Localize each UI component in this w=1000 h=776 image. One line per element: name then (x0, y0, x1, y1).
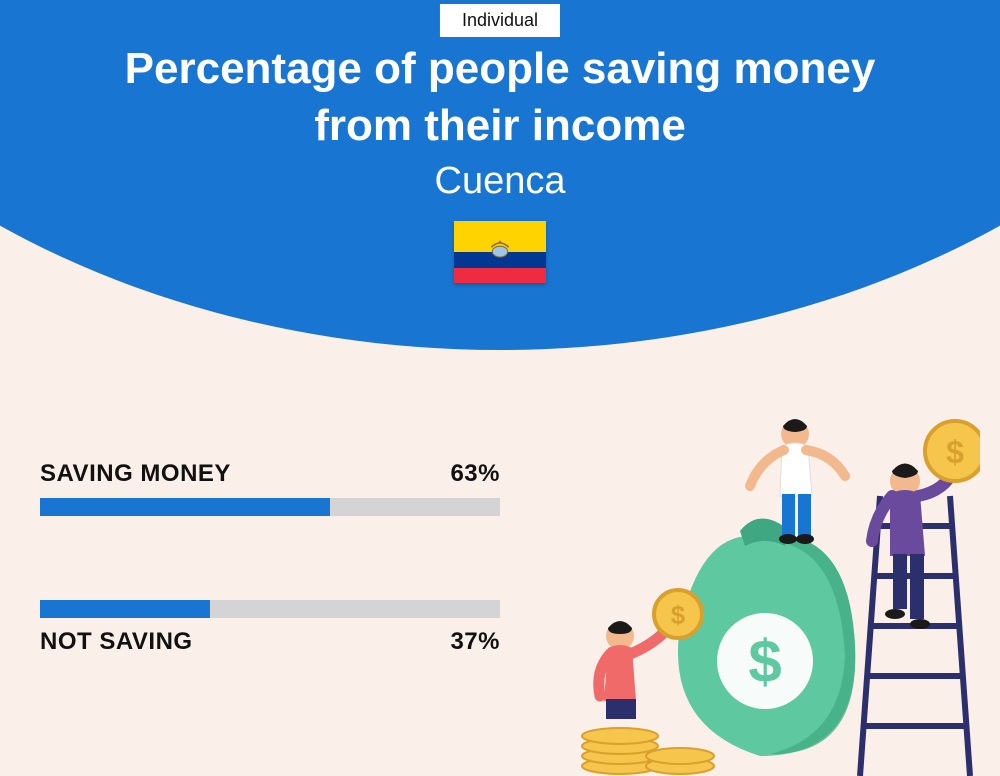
bar-saving-fill (40, 498, 330, 516)
bar-notsaving-label: NOT SAVING (40, 628, 193, 656)
bar-notsaving-track (40, 600, 500, 618)
bar-saving-labelrow: SAVING MONEY 63% (40, 460, 500, 488)
bar-notsaving: NOT SAVING 37% (40, 600, 500, 656)
person-sitting-icon (599, 621, 670, 719)
bar-saving-label: SAVING MONEY (40, 460, 231, 488)
coin-icon: $ (654, 590, 702, 638)
coin-stack-icon (582, 728, 714, 774)
bar-saving-track (40, 498, 500, 516)
bar-notsaving-fill (40, 600, 210, 618)
flag-emblem-icon (487, 237, 513, 263)
category-badge: Individual (440, 4, 560, 37)
flag-band-3 (454, 268, 546, 284)
bar-notsaving-value: 37% (450, 628, 500, 656)
coin-icon: $ (925, 421, 980, 481)
svg-text:$: $ (748, 628, 781, 695)
savings-illustration: $ $ (560, 396, 980, 776)
main-title-line1: Percentage of people saving money (0, 40, 1000, 97)
main-title-line2: from their income (0, 97, 1000, 154)
bar-notsaving-labelrow: NOT SAVING 37% (40, 628, 500, 656)
category-badge-label: Individual (462, 10, 538, 30)
subtitle: Cuenca (0, 160, 1000, 203)
svg-text:$: $ (671, 600, 686, 630)
person-ladder-icon (872, 464, 955, 630)
bars-section: SAVING MONEY 63% NOT SAVING 37% (40, 460, 500, 740)
flag-ecuador (454, 221, 546, 283)
title-block: Percentage of people saving money from t… (0, 40, 1000, 283)
money-bag-icon: $ (678, 519, 855, 757)
bar-saving: SAVING MONEY 63% (40, 460, 500, 516)
bar-saving-value: 63% (450, 460, 500, 488)
svg-text:$: $ (946, 434, 964, 470)
